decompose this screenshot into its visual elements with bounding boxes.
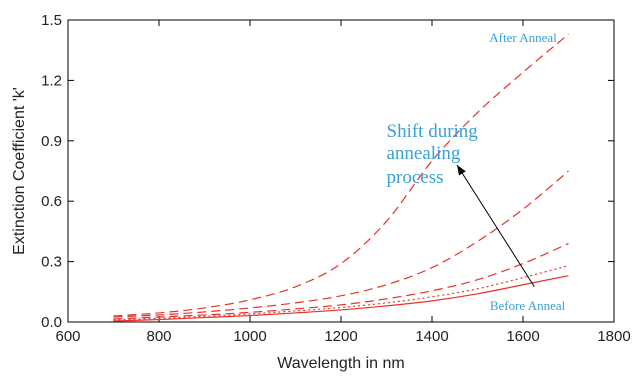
annotation-text: After Anneal [489, 30, 557, 45]
x-axis-title: Wavelength in nm [277, 355, 404, 372]
y-axis-title: Extinction Coefficient 'k' [11, 87, 28, 255]
y-tick-label: 0.9 [41, 133, 62, 150]
x-tick-label: 1200 [324, 328, 357, 345]
x-tick-label: 1600 [506, 328, 539, 345]
series-line-5 [113, 33, 569, 317]
shift-arrow-head [457, 164, 466, 176]
annotation-layer: After Anneal Before Anneal Shift duringann… [387, 30, 566, 313]
shift-arrow-line [456, 164, 535, 288]
y-tick-label: 0.0 [41, 314, 62, 331]
annotation-text: Before Anneal [490, 298, 566, 313]
annotation-text: process [387, 167, 444, 188]
annotation-text: annealing [387, 143, 461, 164]
y-tick-label: 1.5 [41, 12, 62, 29]
x-tick-label: 1400 [415, 328, 448, 345]
x-tick-label: 800 [146, 328, 171, 345]
series-layer [113, 33, 569, 322]
x-tick-label: 1000 [233, 328, 266, 345]
series-line-4 [113, 170, 569, 318]
y-tick-label: 0.6 [41, 193, 62, 210]
y-tick-label: 0.3 [41, 254, 62, 271]
y-tick-label: 1.2 [41, 72, 62, 89]
annotation-text: Shift during [387, 121, 479, 142]
series-line-3 [113, 242, 569, 320]
x-tick-label: 1800 [597, 328, 630, 345]
series-line-1 [113, 275, 569, 322]
x-tick-label: 600 [55, 328, 80, 345]
axis-ticks: 600 800 1000 1200 1400 1600 1800 0.0 0.3 0.6 0.9 1.… [41, 12, 631, 345]
